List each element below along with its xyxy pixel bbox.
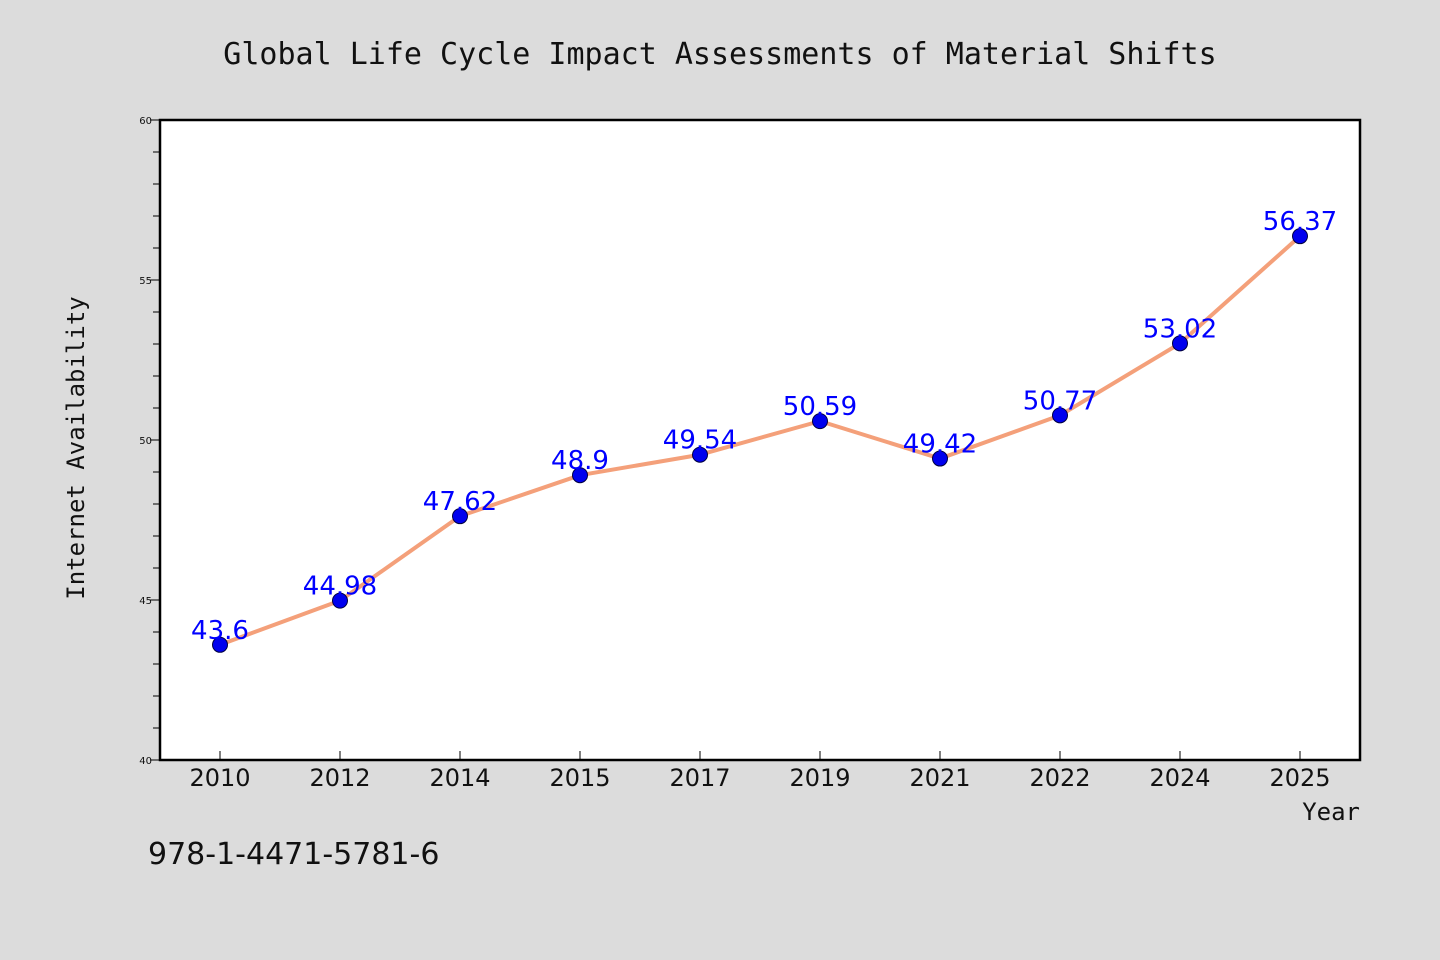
data-label: 50.77 (1023, 386, 1097, 416)
y-axis: 40 45 50 55 60 (139, 116, 160, 767)
x-tick-label: 2012 (309, 764, 370, 792)
data-point (1172, 335, 1188, 352)
data-label: 43.6 (191, 616, 249, 646)
x-axis-label: Year (1302, 798, 1360, 826)
data-point (572, 467, 588, 484)
data-label: 50.59 (783, 392, 857, 422)
data-point (692, 446, 708, 463)
data-point (452, 508, 468, 525)
x-tick-label: 2021 (909, 764, 970, 792)
data-label: 44.98 (303, 572, 377, 602)
x-tick-label: 2024 (1149, 764, 1210, 792)
x-axis: 2010 2012 2014 2015 2017 2019 2021 2022 2024 2025 (189, 751, 1331, 792)
y-tick-label: 60 (139, 116, 152, 127)
chart-title: Global Life Cycle Impact Assessments of … (223, 37, 1216, 72)
data-point (332, 592, 348, 609)
x-tick-label: 2015 (549, 764, 610, 792)
x-tick-label: 2019 (789, 764, 850, 792)
data-point (932, 450, 948, 467)
data-label-layer: 43.6 44.98 47.62 48.9 49.54 50.59 49.42 50.77 53… (191, 207, 1337, 646)
x-tick-label: 2022 (1029, 764, 1090, 792)
line-layer (218, 234, 1302, 647)
x-tick-label: 2010 (189, 764, 250, 792)
plot-area (160, 120, 1360, 760)
x-tick-label: 2025 (1269, 764, 1330, 792)
series-line (218, 234, 1302, 647)
data-point (1292, 228, 1308, 245)
y-tick-label: 40 (139, 756, 152, 767)
y-tick-label: 45 (139, 596, 152, 607)
x-tick-label: 2017 (669, 764, 730, 792)
data-label: 47.62 (423, 487, 497, 517)
data-label: 56.37 (1263, 207, 1337, 237)
data-label: 53.02 (1143, 314, 1217, 344)
y-axis-label: Internet Availability (62, 296, 90, 599)
y-tick-label: 50 (139, 436, 152, 447)
data-label: 49.42 (903, 430, 977, 460)
data-label: 48.9 (551, 446, 609, 476)
x-tick-label: 2014 (429, 764, 490, 792)
isbn-annotation: 978-1-4471-5781-6 (148, 837, 439, 872)
y-tick-label: 55 (139, 276, 152, 287)
data-point (1052, 407, 1068, 424)
data-label: 49.54 (663, 426, 737, 456)
marker-layer (212, 228, 1308, 653)
data-point (212, 636, 228, 653)
data-point (812, 413, 828, 430)
